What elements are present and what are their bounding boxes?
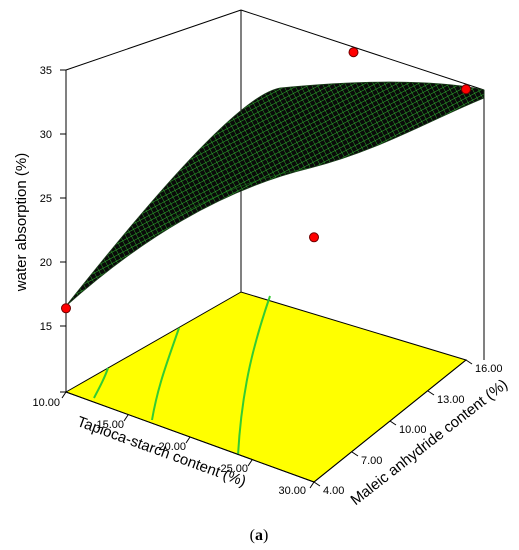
response-surface [65, 81, 485, 307]
figure-caption: (a) [250, 527, 269, 544]
x-tick-label: 25.00 [220, 463, 248, 475]
floor-contours [93, 295, 271, 456]
x-tick-label: 30.00 [278, 485, 306, 497]
y-tick-labels: 4.00 7.00 10.00 13.00 16.00 [323, 363, 503, 497]
caption-open: ( [250, 527, 255, 544]
contour-line [93, 367, 109, 399]
z-tick-label: 35 [40, 65, 52, 77]
x-tick-label: 10.00 [32, 397, 60, 409]
design-point [309, 232, 319, 243]
y-tick-label: 16.00 [475, 363, 503, 375]
contour-line [237, 295, 271, 456]
z-axis-title: water absorption (%) [13, 153, 30, 292]
y-tick-label: 10.00 [399, 424, 427, 436]
design-point [348, 47, 359, 58]
y-tick-label: 4.00 [323, 485, 344, 497]
caption-close: ) [263, 527, 268, 544]
z-tick-label: 20 [40, 257, 52, 269]
z-tick-label: 30 [40, 129, 52, 141]
design-point [61, 303, 71, 314]
z-tick-labels: 15 20 25 30 35 [40, 65, 52, 333]
y-tick-label: 7.00 [361, 455, 382, 467]
design-point [461, 84, 471, 95]
z-tick-label: 25 [40, 193, 52, 205]
x-tick-label: 15.00 [96, 419, 124, 431]
caption-letter: a [255, 527, 263, 544]
z-tick-label: 15 [40, 321, 52, 333]
x-tick-label: 20.00 [158, 441, 186, 453]
design-points [61, 47, 471, 314]
y-tick-label: 13.00 [437, 394, 465, 406]
tick-marks [60, 69, 473, 489]
contour-line [151, 327, 180, 421]
x-tick-labels: 10.00 15.00 20.00 25.00 30.00 [32, 397, 306, 497]
